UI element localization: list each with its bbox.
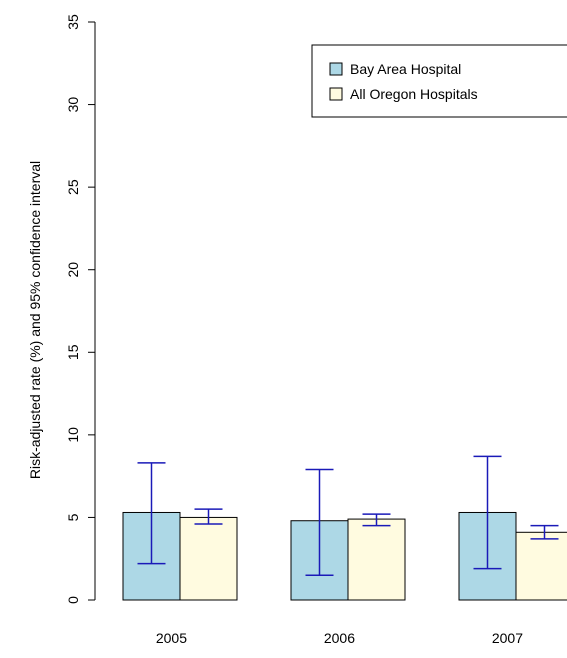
- bars: [122, 511, 567, 601]
- legend-swatch-all-oregon: [329, 87, 343, 101]
- bar-all-oregon-2005: [179, 516, 238, 601]
- bar-all-oregon-2006: [347, 518, 406, 601]
- y-axis: 0 5 10 15 20 25 30 35: [65, 14, 96, 604]
- y-tick-label: 25: [65, 179, 81, 195]
- legend: Bay Area Hospital All Oregon Hospitals: [311, 44, 567, 118]
- y-tick-label: 15: [65, 344, 81, 360]
- y-axis-label: Risk-adjusted rate (%) and 95% confidenc…: [27, 161, 43, 479]
- x-category-label: 2006: [324, 630, 355, 646]
- y-tick-label: 35: [65, 14, 81, 30]
- legend-box: [311, 44, 567, 118]
- error-bars: [137, 455, 559, 576]
- x-category-label: 2005: [156, 630, 187, 646]
- y-tick-label: 5: [65, 513, 81, 521]
- x-axis-labels: 2005 2006 2007: [156, 630, 523, 646]
- bar-all-oregon-2007: [515, 531, 567, 601]
- legend-swatch-bay-area: [329, 62, 343, 76]
- y-tick-label: 10: [65, 427, 81, 443]
- y-tick-label: 0: [65, 596, 81, 604]
- x-category-label: 2007: [492, 630, 523, 646]
- y-tick-label: 30: [65, 97, 81, 113]
- legend-label-all-oregon: All Oregon Hospitals: [350, 86, 478, 102]
- y-tick-label: 20: [65, 262, 81, 278]
- legend-label-bay-area: Bay Area Hospital: [350, 61, 461, 77]
